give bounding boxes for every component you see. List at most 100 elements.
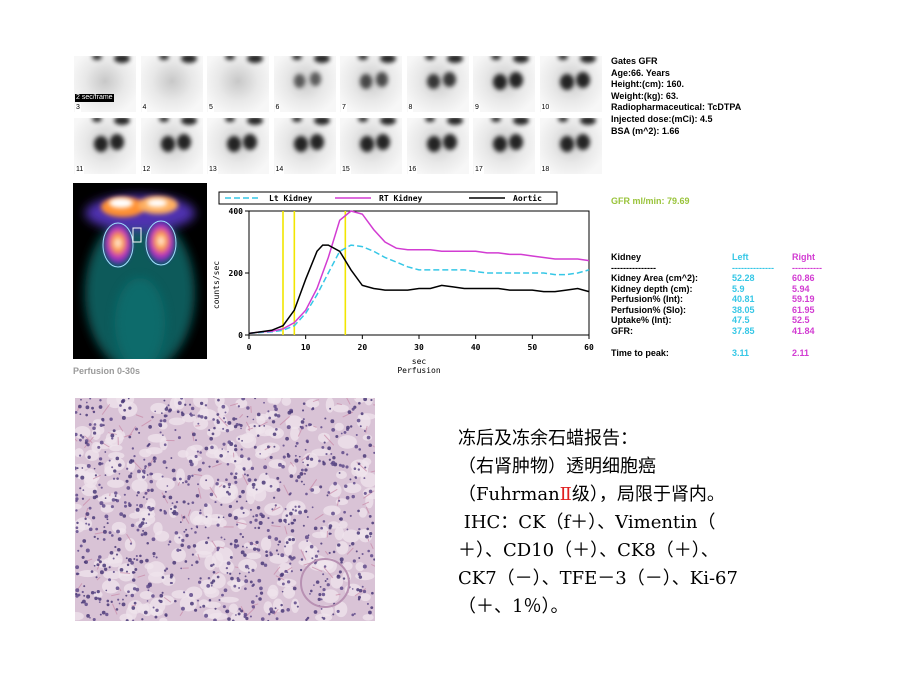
clear-cell <box>334 422 344 431</box>
cell-nucleus <box>92 495 97 500</box>
cell-nucleus <box>87 455 91 459</box>
cell-nucleus <box>205 479 208 482</box>
stroma-strand <box>119 588 122 592</box>
cell-nucleus <box>258 424 261 427</box>
frame-number: 7 <box>341 104 347 112</box>
cell-nucleus <box>197 414 201 418</box>
cell-nucleus <box>196 450 199 453</box>
cell-nucleus <box>269 484 273 488</box>
cell-nucleus <box>363 477 366 480</box>
cell-nucleus <box>161 576 165 579</box>
cell-nucleus <box>358 448 362 451</box>
cell-nucleus <box>148 507 153 512</box>
cell-nucleus <box>121 602 126 607</box>
cell-nucleus <box>142 517 146 521</box>
stroma-strand <box>141 419 152 427</box>
cell-nucleus <box>292 586 297 591</box>
clear-cell <box>343 482 362 494</box>
cell-nucleus <box>112 570 115 574</box>
cell-nucleus <box>199 451 202 454</box>
cell-nucleus <box>238 572 241 575</box>
clear-cell <box>336 470 347 480</box>
cell-nucleus <box>93 591 97 594</box>
cell-nucleus <box>92 516 96 520</box>
cell-nucleus <box>260 617 265 621</box>
cell-nucleus <box>99 570 104 575</box>
cell-nucleus <box>136 528 140 532</box>
cell-nucleus <box>267 535 272 540</box>
cell-nucleus <box>146 474 149 476</box>
clear-cell <box>154 530 170 542</box>
cell-nucleus <box>75 530 79 534</box>
cell-nucleus <box>241 398 246 401</box>
cell-nucleus <box>168 408 172 412</box>
cell-nucleus <box>271 521 274 524</box>
cell-nucleus <box>96 589 100 594</box>
cell-nucleus <box>331 427 336 432</box>
cell-nucleus <box>265 550 268 554</box>
stroma-strand <box>300 549 307 561</box>
clear-cell <box>318 432 331 443</box>
cell-nucleus <box>333 481 337 486</box>
stroma-strand <box>365 506 370 514</box>
gfr-summary: GFR ml/min: 79.69 <box>611 196 690 206</box>
cell-nucleus <box>230 576 234 581</box>
cell-nucleus <box>141 475 146 479</box>
cell-nucleus <box>235 500 239 503</box>
clear-cell <box>311 448 331 457</box>
clear-cell <box>75 425 91 439</box>
cell-nucleus <box>260 561 265 566</box>
stroma-strand <box>259 421 268 427</box>
clear-cell <box>124 537 136 552</box>
frame-number: 8 <box>407 104 414 112</box>
cell-nucleus <box>102 538 106 541</box>
cell-nucleus <box>174 531 179 535</box>
cell-nucleus <box>345 495 350 500</box>
cell-nucleus <box>311 557 314 560</box>
cell-nucleus <box>275 617 279 621</box>
clear-cell <box>325 398 335 413</box>
cell-nucleus <box>357 595 362 599</box>
cell-nucleus <box>253 424 256 428</box>
frame-number: 9 <box>474 104 480 112</box>
pathology-report: 冻后及冻余石蜡报告： （右肾肿物）透明细胞癌 （FuhrmanⅡ级），局限于肾内… <box>458 425 738 621</box>
cell-nucleus <box>216 478 220 482</box>
cell-nucleus <box>259 453 261 455</box>
cell-nucleus <box>75 411 78 414</box>
cell-nucleus <box>244 575 247 578</box>
cell-nucleus <box>79 434 83 437</box>
perfusion-image-graphic <box>73 183 207 359</box>
cell-nucleus <box>249 520 253 524</box>
cell-nucleus <box>278 540 282 544</box>
cell-nucleus <box>106 518 109 521</box>
cell-nucleus <box>127 558 132 563</box>
cell-nucleus <box>151 594 155 598</box>
clear-cell <box>91 428 101 440</box>
cell-nucleus <box>306 463 309 467</box>
clear-cell <box>256 415 266 425</box>
cell-nucleus <box>221 404 226 409</box>
cell-nucleus <box>154 410 156 413</box>
stroma-strand <box>177 481 181 486</box>
cell-nucleus <box>320 608 323 610</box>
cell-nucleus <box>247 571 250 574</box>
cell-nucleus <box>133 601 137 605</box>
cell-nucleus <box>234 444 237 448</box>
cell-nucleus <box>134 427 139 431</box>
cell-nucleus <box>172 477 177 481</box>
stroma-strand <box>283 484 290 496</box>
stroma-strand <box>163 596 172 603</box>
clear-cell <box>144 563 154 570</box>
clear-cell <box>75 503 82 510</box>
cell-nucleus <box>130 593 135 598</box>
cell-nucleus <box>309 544 314 549</box>
cell-nucleus <box>343 430 347 434</box>
cell-nucleus <box>358 527 361 531</box>
series-line-aortic <box>248 244 590 335</box>
cell-nucleus <box>179 521 182 524</box>
cell-nucleus <box>76 467 79 470</box>
cell-nucleus <box>281 582 285 586</box>
clear-cell <box>288 463 297 475</box>
cell-nucleus <box>194 454 198 458</box>
cell-nucleus <box>99 501 104 506</box>
